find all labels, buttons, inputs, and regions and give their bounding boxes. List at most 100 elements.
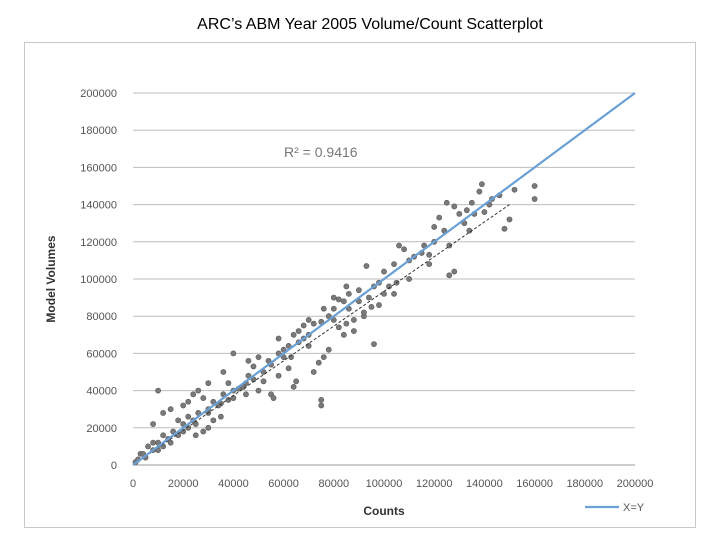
data-point [255,354,262,361]
data-point [150,439,156,446]
data-point [190,391,197,398]
x-tick-label: 80000 [319,478,350,490]
x-tick-label: 0 [130,478,136,490]
y-tick-label: 40000 [86,386,117,398]
data-point [300,322,307,329]
data-point [295,328,302,334]
data-point [386,283,392,290]
data-point [511,186,518,193]
data-point [320,354,327,361]
data-point [443,199,450,206]
data-point [391,261,397,268]
x-tick-label: 200000 [617,478,654,490]
data-point [431,224,438,230]
y-tick-label: 120000 [80,237,117,249]
r-squared-annotation: R² = 0.9416 [284,144,358,160]
y-axis-ticks: 0 20000 40000 60000 80000 100000 120000 140000 1… [80,88,117,472]
data-point [275,335,282,342]
y-axis-title: Model Volumes [44,235,58,322]
data-point [260,378,267,385]
data-point [200,428,207,435]
data-point [330,294,337,301]
data-point [318,396,325,403]
data-point [195,387,202,394]
y-tick-label: 60000 [86,348,117,360]
data-point [446,242,453,249]
data-point [275,372,282,379]
data-point [210,417,217,424]
data-point [205,424,212,431]
data-point [368,303,375,310]
data-point [155,387,161,394]
data-point [350,317,357,323]
data-point [150,421,156,427]
data-point [391,290,397,297]
data-point [451,203,458,210]
data-point [320,305,327,312]
data-point [200,395,207,401]
y-tick-label: 200000 [80,88,117,100]
data-point [478,181,485,188]
x-tick-label: 160000 [516,478,553,490]
data-point [225,396,232,403]
data-point [250,363,257,370]
x-axis-title: Counts [363,504,405,518]
data-point [185,398,192,405]
data-point [340,331,347,338]
data-point [217,413,224,420]
data-point [371,341,377,347]
data-point [426,261,433,268]
data-point [225,380,232,387]
data-point [363,263,370,269]
y-tick-label: 20000 [86,423,117,435]
data-point [185,413,192,420]
data-point [481,209,488,215]
legend-label-xy: X=Y [623,502,645,514]
data-point [350,328,357,334]
data-point [288,354,295,361]
data-point [436,214,443,221]
data-point [476,188,483,195]
y-tick-label: 100000 [80,274,117,286]
data-point [335,296,342,303]
data-point [220,369,227,375]
x-tick-label: 40000 [218,478,249,490]
data-point [180,402,187,409]
data-point [160,432,167,439]
data-point [175,417,182,424]
data-point [330,305,337,312]
data-point [381,268,387,275]
data-point [531,183,538,189]
x-tick-label: 180000 [566,478,603,490]
data-point [468,199,475,206]
data-point [340,298,347,305]
data-point [401,246,407,253]
data-point [366,294,372,301]
data-point [192,432,199,439]
data-point [205,380,212,387]
data-point [325,346,332,353]
data-point [230,350,237,357]
data-point [355,287,362,294]
y-tick-label: 0 [111,460,117,472]
x-tick-label: 120000 [416,478,453,490]
data-point [501,225,508,232]
data-point [406,276,412,282]
data-point [446,272,453,279]
data-point [243,391,249,398]
data-point [145,443,151,450]
x-tick-label: 140000 [466,478,503,490]
data-point [167,406,174,413]
x-tick-label: 100000 [366,478,403,490]
legend: X=Y [585,502,645,514]
data-point [310,369,317,375]
data-point [345,290,352,297]
data-point [506,216,513,223]
chart-frame: 0 20000 40000 60000 80000 100000 120000 140000 1… [24,42,696,528]
x-tick-label: 20000 [168,478,199,490]
data-point [376,302,382,308]
x-tick-label: 60000 [268,478,299,490]
data-point [343,283,350,290]
y-tick-label: 140000 [80,200,117,212]
data-point [318,402,325,409]
